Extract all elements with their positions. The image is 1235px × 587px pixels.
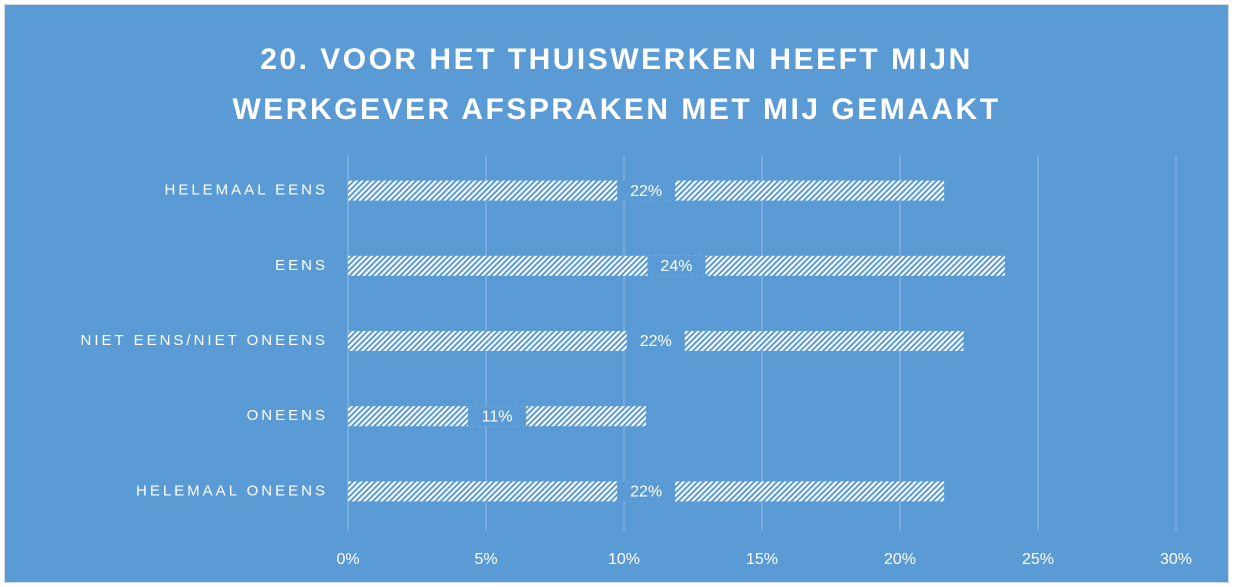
- y-tick-label: ONEENS: [247, 407, 328, 424]
- x-tick-label: 5%: [474, 551, 497, 568]
- data-label-bg: [617, 481, 676, 502]
- y-tick-label: EENS: [275, 257, 328, 274]
- data-label-bg: [468, 406, 527, 427]
- data-label: 11%: [482, 408, 513, 425]
- x-tick-label: 10%: [608, 551, 640, 568]
- data-label-bg: [647, 255, 706, 276]
- chart-frame: 20. VOOR HET THUISWERKEN HEEFT MIJN WERK…: [4, 4, 1229, 583]
- data-label-bg: [617, 180, 676, 201]
- y-tick-label: NIET EENS/NIET ONEENS: [81, 332, 329, 349]
- x-tick-label: 0%: [336, 551, 359, 568]
- x-tick-label: 30%: [1160, 551, 1192, 568]
- data-label-bg: [626, 331, 685, 351]
- chart-title: 20. VOOR HET THUISWERKEN HEEFT MIJN WERK…: [232, 43, 1001, 126]
- data-label: 22%: [630, 183, 662, 200]
- data-label: 22%: [640, 333, 672, 350]
- data-label: 24%: [660, 258, 692, 275]
- y-tick-label: HELEMAAL EENS: [165, 182, 329, 199]
- x-tick-label: 25%: [1022, 551, 1054, 568]
- y-tick-label: HELEMAAL ONEENS: [136, 482, 328, 499]
- x-tick-label: 20%: [884, 551, 916, 568]
- title-wrap: 20. VOOR HET THUISWERKEN HEEFT MIJN WERK…: [5, 35, 1228, 135]
- data-label: 22%: [630, 484, 662, 501]
- x-tick-label: 15%: [746, 551, 778, 568]
- chart: 0% 5% 10% 15% 20% 25% 30% HELEMAAL EENS 22% EENS 2…: [81, 155, 1192, 568]
